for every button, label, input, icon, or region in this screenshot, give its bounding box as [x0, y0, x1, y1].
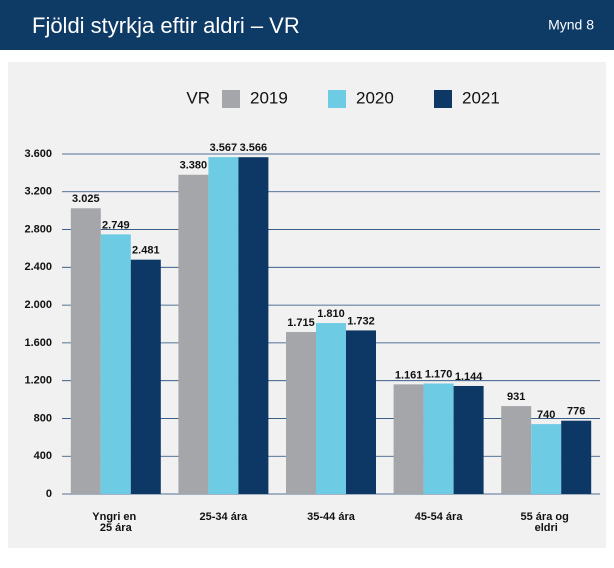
- bar: [286, 332, 316, 494]
- x-tick-label: 35-44 ára: [307, 511, 356, 523]
- y-tick-label: 0: [46, 488, 52, 500]
- data-label: 1.144: [455, 371, 483, 383]
- y-tick-label: 1.200: [24, 375, 52, 387]
- data-label: 1.810: [317, 308, 345, 320]
- y-tick-label: 400: [34, 450, 52, 462]
- y-tick-label: 2.800: [24, 223, 52, 235]
- chart-title: Fjöldi styrkja eftir aldri – VR: [32, 13, 300, 38]
- data-label: 2.749: [102, 219, 130, 231]
- x-tick-label: 55 ára og eldri: [521, 511, 572, 534]
- legend-title: VR: [186, 88, 210, 107]
- y-tick-label: 3.200: [24, 186, 52, 198]
- legend-label: 2020: [356, 88, 394, 107]
- bar: [238, 157, 269, 494]
- data-label: 776: [567, 406, 585, 418]
- bar: [178, 174, 209, 494]
- bar: [316, 323, 346, 494]
- data-label: 740: [537, 409, 555, 421]
- bar: [453, 385, 484, 494]
- legend-swatch: [434, 90, 452, 108]
- y-tick-label: 3.600: [24, 148, 52, 160]
- data-label: 3.566: [240, 142, 268, 154]
- data-label: 3.025: [72, 193, 100, 205]
- legend-label: 2019: [250, 88, 288, 107]
- data-label: 3.567: [210, 142, 238, 154]
- bar: [561, 420, 592, 494]
- data-label: 1.715: [287, 317, 315, 329]
- bar: [423, 383, 454, 494]
- x-tick-label: 45-54 ára: [415, 511, 464, 523]
- y-tick-label: 2.000: [24, 299, 52, 311]
- bar: [346, 330, 376, 494]
- bar: [531, 424, 562, 494]
- data-label: 1.732: [347, 315, 375, 327]
- data-label: 1.170: [425, 368, 453, 380]
- legend-swatch: [328, 90, 346, 108]
- bar: [100, 234, 131, 494]
- legend-swatch: [222, 90, 240, 108]
- x-tick-label: Yngri en 25 ára: [92, 511, 139, 534]
- y-tick-label: 1.600: [24, 337, 52, 349]
- y-tick-label: 2.400: [24, 261, 52, 273]
- figure-label: Mynd 8: [548, 17, 594, 33]
- bar: [208, 157, 239, 494]
- data-label: 3.380: [180, 160, 208, 172]
- bar: [501, 406, 532, 494]
- data-label: 931: [507, 391, 525, 403]
- data-label: 2.481: [132, 245, 160, 257]
- bar: [70, 208, 101, 495]
- legend-label: 2021: [462, 88, 500, 107]
- bar: [130, 259, 161, 494]
- header-band: [0, 0, 614, 50]
- y-tick-label: 800: [34, 412, 52, 424]
- x-tick-label: 25-34 ára: [200, 511, 249, 523]
- data-label: 1.161: [395, 369, 423, 381]
- bar: [393, 384, 424, 494]
